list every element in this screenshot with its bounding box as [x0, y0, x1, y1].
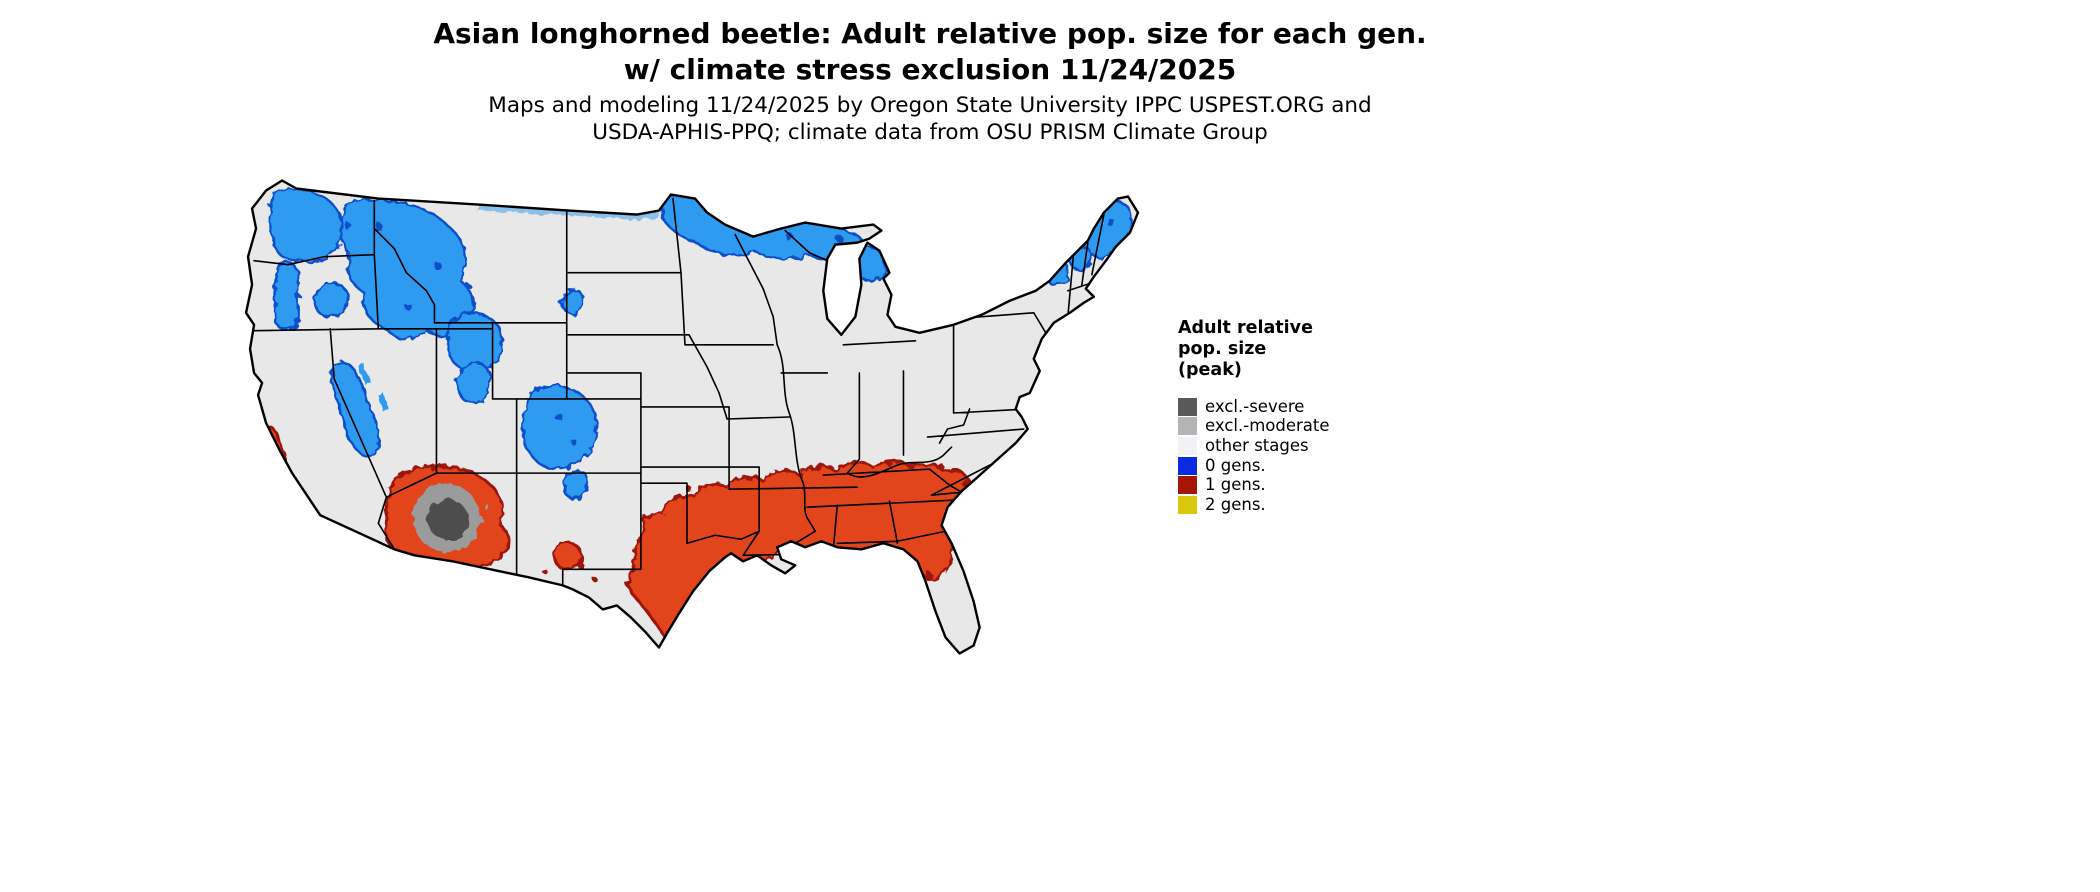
exclusion-moderate-specks [477, 504, 490, 523]
zero-gens-sierra-nevada [330, 360, 381, 457]
legend-swatch-other-stages [1178, 436, 1197, 455]
legend-label-excl-moderate: excl.-moderate [1205, 416, 1330, 436]
legend-label-other-stages: other stages [1205, 435, 1309, 455]
legend-row-0-gens: 0 gens. [1178, 456, 1398, 476]
legend-row-excl-moderate: excl.-moderate [1178, 417, 1398, 437]
zero-gens-black-hills [559, 289, 586, 315]
legend-title-line3: (peak) [1178, 360, 1242, 380]
figure-subtitle-line2: USDA-APHIS-PPQ; climate data from OSU PR… [592, 120, 1268, 145]
us-map-svg [244, 179, 1140, 655]
legend-swatch-excl-severe [1178, 397, 1197, 416]
legend-swatch-excl-moderate [1178, 417, 1197, 436]
legend-label-0-gens: 0 gens. [1205, 455, 1266, 475]
figure-title: Asian longhorned beetle: Adult relative … [0, 16, 1860, 88]
legend-items: excl.-severe excl.-moderate other stages… [1178, 397, 1398, 515]
figure-title-line2: w/ climate stress exclusion 11/24/2025 [623, 53, 1237, 86]
legend-swatch-1-gens [1178, 476, 1197, 495]
zero-gens-nevada-range-2 [377, 391, 390, 413]
figure-subtitle-line1: Maps and modeling 11/24/2025 by Oregon S… [488, 93, 1372, 118]
legend-row-1-gens: 1 gens. [1178, 475, 1398, 495]
zero-gens-oregon-cascades [273, 261, 300, 332]
map-legend: Adult relative pop. size (peak) excl.-se… [1178, 318, 1398, 515]
legend-swatch-2-gens [1178, 495, 1197, 514]
legend-label-excl-severe: excl.-severe [1205, 396, 1305, 416]
zero-gens-blue-mountains [313, 281, 349, 318]
legend-title-line2: pop. size [1178, 339, 1267, 359]
us-map [228, 166, 1150, 668]
legend-row-other-stages: other stages [1178, 436, 1398, 456]
exclusion-severe-arizona [426, 499, 470, 541]
exclusion-regions [413, 483, 490, 552]
figure-title-line1: Asian longhorned beetle: Adult relative … [433, 17, 1427, 50]
zero-gens-colorado-rockies [521, 384, 598, 470]
figure-subtitle: Maps and modeling 11/24/2025 by Oregon S… [0, 92, 1860, 146]
state-borders [247, 197, 1105, 587]
zero-gens-utah-mountains [455, 361, 492, 405]
legend-label-2-gens: 2 gens. [1205, 494, 1266, 514]
legend-row-2-gens: 2 gens. [1178, 495, 1398, 515]
legend-title-line1: Adult relative [1178, 318, 1313, 338]
legend-row-excl-severe: excl.-severe [1178, 397, 1398, 417]
one-gen-southeast-new-mexico [552, 541, 583, 572]
legend-title: Adult relative pop. size (peak) [1178, 318, 1398, 381]
legend-swatch-0-gens [1178, 456, 1197, 475]
zero-gens-nevada-range-1 [357, 361, 371, 385]
legend-label-1-gens: 1 gens. [1205, 475, 1266, 495]
zero-gens-nevada-range-3 [347, 401, 359, 422]
zero-gens-north-new-mexico [563, 468, 589, 501]
